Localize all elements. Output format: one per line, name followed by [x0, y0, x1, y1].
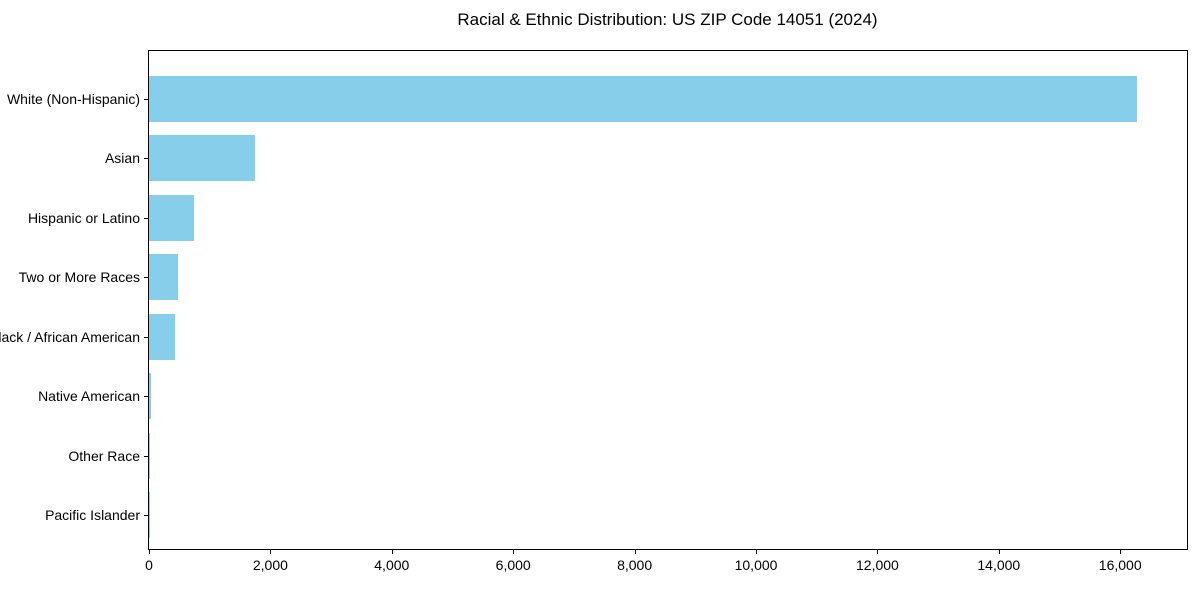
bar-asian: [149, 135, 256, 182]
y-axis-label-two-or-more-races: Two or More Races: [18, 269, 140, 286]
y-axis-label-other-race: Other Race: [68, 447, 140, 464]
y-axis-tick: [144, 396, 148, 398]
x-axis-label: 6,000: [495, 557, 531, 573]
x-axis-label: 2,000: [252, 557, 288, 573]
x-axis-label: 16,000: [1098, 557, 1142, 573]
y-axis-label-native-american: Native American: [38, 388, 140, 405]
x-axis-tick: [998, 550, 1000, 554]
y-axis-label-hispanic-or-latino: Hispanic or Latino: [27, 209, 140, 226]
y-axis-label-asian: Asian: [104, 150, 140, 167]
x-axis-label: 8,000: [617, 557, 653, 573]
x-axis-tick: [634, 550, 636, 554]
bar-hispanic-or-latino: [149, 194, 195, 241]
bar-black-african-american: [149, 313, 176, 360]
y-axis-label-pacific-islander: Pacific Islander: [45, 507, 140, 523]
y-axis-tick: [144, 277, 148, 279]
chart-title: Racial & Ethnic Distribution: US ZIP Cod…: [457, 10, 878, 29]
bar-native-american: [149, 373, 151, 420]
x-axis-label: 14,000: [977, 557, 1021, 573]
x-axis-tick: [391, 550, 393, 554]
bar-two-or-more-races: [149, 254, 179, 301]
x-axis-label: 0: [145, 557, 153, 573]
x-axis-label: 4,000: [374, 557, 410, 573]
x-axis-label: 12,000: [855, 557, 899, 573]
x-axis-tick: [149, 550, 150, 554]
x-axis-tick: [513, 550, 515, 554]
y-axis-tick: [144, 158, 148, 160]
x-axis-tick: [1120, 550, 1122, 554]
y-axis-tick: [144, 515, 148, 516]
bar-other-race: [149, 432, 151, 479]
y-axis-tick: [144, 99, 148, 100]
y-axis-tick: [144, 217, 148, 219]
x-axis-label: 10,000: [734, 557, 778, 573]
x-axis-tick: [756, 550, 758, 554]
y-axis-tick: [144, 336, 148, 338]
bar-white-non-hispanic: [149, 76, 1138, 122]
y-axis-tick: [144, 455, 148, 457]
x-axis-tick: [270, 550, 272, 554]
x-axis-tick: [877, 550, 879, 554]
y-axis-label-white-non-hispanic: White (Non-Hispanic): [6, 91, 140, 107]
plot-area: White (Non-Hispanic) Asian Hispanic or Lat…: [0, 50, 1188, 573]
y-axis-label-black-african-american: Black / African American: [0, 328, 140, 345]
